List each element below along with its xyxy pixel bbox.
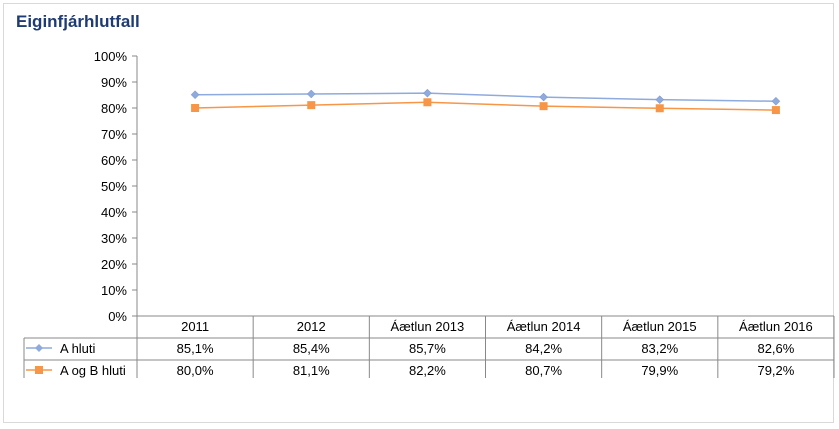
y-tick-label: 50% — [101, 179, 127, 194]
y-tick-label: 70% — [101, 127, 127, 142]
data-point-marker — [655, 104, 664, 113]
data-point-marker — [190, 90, 200, 100]
y-tick-label: 20% — [101, 257, 127, 272]
series-line — [195, 101, 776, 111]
table-value: 83,2% — [641, 341, 678, 356]
table-value: 84,2% — [525, 341, 562, 356]
data-point-marker — [539, 92, 548, 102]
table-value: 79,9% — [641, 363, 678, 378]
data-point-marker — [771, 96, 781, 106]
legend-marker — [35, 344, 43, 352]
x-category-label: Áætlun 2015 — [623, 319, 697, 334]
y-tick-label: 40% — [101, 205, 127, 220]
x-category-label: 2012 — [297, 319, 326, 334]
table-value: 81,1% — [293, 363, 330, 378]
data-point-marker — [423, 88, 432, 98]
y-tick-label: 10% — [101, 283, 127, 298]
data-point-marker — [306, 89, 316, 99]
x-category-label: Áætlun 2013 — [391, 319, 465, 334]
chart-frame — [3, 3, 834, 423]
legend-series-name: A hluti — [60, 341, 96, 356]
data-point-marker — [307, 101, 316, 110]
table-value: 82,2% — [409, 363, 446, 378]
y-tick-label: 100% — [94, 49, 128, 64]
data-point-marker — [655, 95, 665, 105]
legend-marker — [35, 366, 43, 374]
data-point-marker — [539, 102, 548, 111]
table-value: 80,0% — [177, 363, 214, 378]
table-value: 85,1% — [177, 341, 214, 356]
chart-title: Eiginfjárhlutfall — [16, 12, 140, 31]
x-category-label: Áætlun 2014 — [507, 319, 581, 334]
table-value: 85,7% — [409, 341, 446, 356]
y-tick-label: 80% — [101, 101, 127, 116]
x-category-label: 2011 — [181, 319, 209, 334]
y-tick-label: 30% — [101, 231, 127, 246]
data-point-marker — [771, 106, 780, 115]
table-value: 85,4% — [293, 341, 330, 356]
table-value: 80,7% — [525, 363, 562, 378]
data-point-marker — [191, 104, 200, 112]
legend-series-name: A og B hluti — [60, 363, 126, 378]
y-tick-label: 0% — [108, 309, 127, 324]
table-value: 79,2% — [757, 363, 794, 378]
x-category-label: Áætlun 2016 — [739, 319, 813, 334]
y-tick-label: 90% — [101, 75, 127, 90]
y-tick-label: 60% — [101, 153, 127, 168]
series-line — [195, 92, 776, 102]
table-value: 82,6% — [757, 341, 794, 356]
data-point-marker — [423, 98, 432, 107]
